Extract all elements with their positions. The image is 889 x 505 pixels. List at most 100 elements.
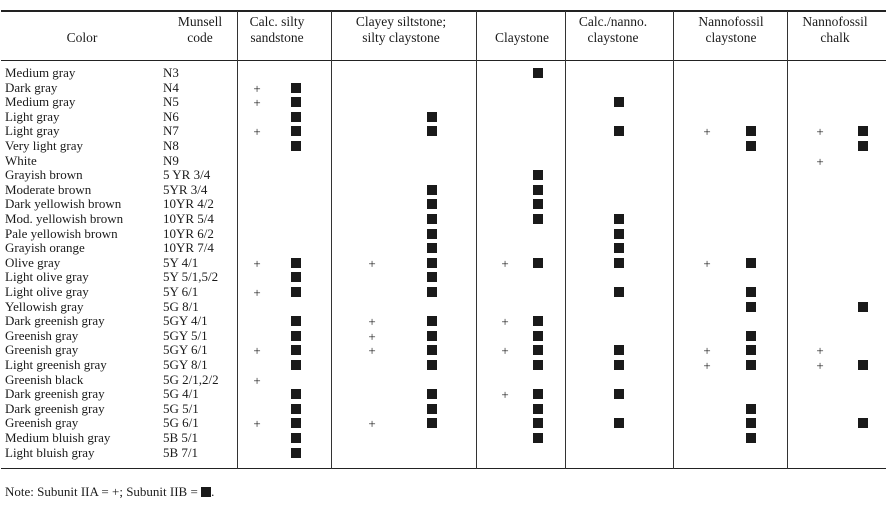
subunit-IIB-square-mark [291, 111, 301, 122]
color-name-cell: Olive gray [5, 254, 61, 270]
munsell-code-cell: 10YR 6/2 [163, 225, 214, 241]
color-name-cell: Greenish gray [5, 342, 79, 358]
munsell-code-cell: N7 [163, 123, 179, 139]
subunit-IIB-square-mark [533, 403, 543, 414]
color-name-cell: Dark gray [5, 79, 58, 95]
subunit-IIA-plus-mark: + [253, 80, 261, 96]
column-header-line: Nannofossil [802, 14, 868, 29]
color-name-cell: Very light gray [5, 138, 83, 153]
color-name-cell: Dark greenish gray [5, 400, 105, 416]
subunit-IIB-square-mark [427, 287, 437, 297]
color-name-cell: Pale yellowish brown [5, 225, 118, 241]
munsell-code-cell: 5B 5/1 [163, 430, 199, 445]
subunit-IIB-square-mark [427, 257, 437, 268]
subunit-IIB-square-mark [533, 184, 543, 195]
column-header-line: Calc. silty [249, 14, 305, 29]
subunit-IIB-square-mark [746, 433, 756, 443]
munsell-code-cell: 5GY 8/1 [163, 357, 208, 372]
munsell-code-cell: N5 [163, 94, 179, 110]
subunit-IIB-square-mark [746, 330, 756, 341]
column-header-line: sandstone [250, 30, 304, 45]
subunit-IIA-plus-mark: + [253, 416, 261, 432]
subunit-IIB-square-mark [746, 301, 756, 312]
subunit-IIB-square-mark [746, 345, 756, 356]
color-name-cell: Dark greenish gray [5, 386, 105, 402]
subunit-IIA-plus-mark: + [703, 343, 711, 359]
subunit-IIB-square-mark [427, 184, 437, 195]
subunit-IIA-plus-mark: + [816, 153, 824, 169]
color-name-cell: Mod. yellowish brown [5, 211, 124, 226]
subunit-IIB-square-mark [427, 199, 437, 210]
subunit-IIB-square-mark [858, 360, 868, 370]
subunit-IIB-square-mark [614, 287, 624, 297]
color-name-cell: Medium gray [5, 65, 76, 80]
subunit-IIA-plus-mark: + [703, 358, 711, 373]
subunit-IIA-plus-mark: + [501, 343, 509, 359]
munsell-code-cell: N4 [163, 79, 179, 95]
subunit-IIB-square-mark [746, 403, 756, 414]
subunit-IIB-square-mark [614, 257, 624, 268]
color-name-cell: Medium bluish gray [5, 430, 111, 445]
subunit-IIB-square-mark [427, 228, 437, 239]
subunit-IIB-square-mark [614, 126, 624, 137]
subunit-IIA-plus-mark: + [816, 124, 824, 140]
subunit-IIA-plus-mark: + [501, 387, 509, 403]
color-name-cell: Moderate brown [5, 181, 92, 197]
color-name-cell: Greenish black [5, 371, 84, 387]
color-name-cell: Medium gray [5, 94, 76, 110]
note-suffix: . [211, 484, 215, 499]
subunit-IIB-square-mark [291, 389, 301, 400]
color-name-cell: Dark yellowish brown [5, 196, 122, 212]
subunit-IIB-square-mark [291, 272, 301, 283]
column-header-line: silty claystone [362, 30, 440, 45]
munsell-code-cell: 5GY 4/1 [163, 313, 208, 329]
subunit-IIA-plus-mark: + [501, 314, 509, 330]
subunit-IIB-square-mark [427, 389, 437, 400]
munsell-code-cell: 5 YR 3/4 [163, 167, 211, 183]
subunit-IIB-square-mark [291, 126, 301, 137]
subunit-IIA-plus-mark: + [703, 255, 711, 271]
munsell-code-cell: 5G 5/1 [163, 400, 199, 416]
subunit-IIA-plus-mark: + [253, 343, 261, 359]
munsell-code-cell: 5YR 3/4 [163, 181, 208, 197]
filled-square-icon [201, 487, 212, 497]
subunit-IIA-plus-mark: + [253, 95, 261, 111]
subunit-IIB-square-mark [427, 418, 437, 429]
column-divider [237, 11, 238, 469]
subunit-IIA-plus-mark: + [703, 124, 711, 140]
munsell-code-cell: 5G 2/1,2/2 [163, 371, 219, 387]
column-divider [476, 11, 477, 469]
subunit-IIB-square-mark [291, 403, 301, 414]
subunit-IIB-square-mark [858, 301, 868, 312]
column-header-line: Clayey siltstone; [355, 14, 447, 29]
subunit-IIB-square-mark [291, 141, 301, 151]
subunit-IIA-plus-mark: + [253, 255, 261, 271]
color-name-cell: Greenish gray [5, 415, 79, 431]
munsell-code-cell: N8 [163, 138, 179, 153]
munsell-code-cell: 5GY 5/1 [163, 327, 208, 343]
subunit-IIB-square-mark [533, 360, 543, 370]
column-header: Claystone [442, 30, 602, 46]
munsell-code-cell: 10YR 5/4 [163, 211, 214, 226]
subunit-IIB-square-mark [427, 214, 437, 224]
subunit-IIB-square-mark [614, 243, 624, 254]
subunit-IIB-square-mark [858, 141, 868, 151]
column-divider [787, 11, 788, 469]
subunit-IIA-plus-mark: + [501, 255, 509, 271]
subunit-IIB-square-mark [746, 141, 756, 151]
munsell-code-cell: 5B 7/1 [163, 444, 199, 460]
subunit-IIB-square-mark [427, 243, 437, 254]
column-header-line: claystone [587, 30, 639, 45]
subunit-IIB-square-mark [533, 199, 543, 210]
subunit-IIA-plus-mark: + [368, 416, 376, 432]
munsell-code-cell: 5G 6/1 [163, 415, 199, 431]
column-header-line: claystone [705, 30, 757, 45]
top-rule [1, 10, 886, 12]
subunit-IIB-square-mark [614, 214, 624, 224]
column-header: Nannofossil chalk [755, 14, 889, 46]
column-header-line: chalk [820, 30, 850, 45]
column-header: Clayey siltstone; silty claystone [321, 14, 481, 46]
column-header-line: Nannofossil [698, 14, 764, 29]
column-header: Calc. silty sandstone [197, 14, 357, 46]
